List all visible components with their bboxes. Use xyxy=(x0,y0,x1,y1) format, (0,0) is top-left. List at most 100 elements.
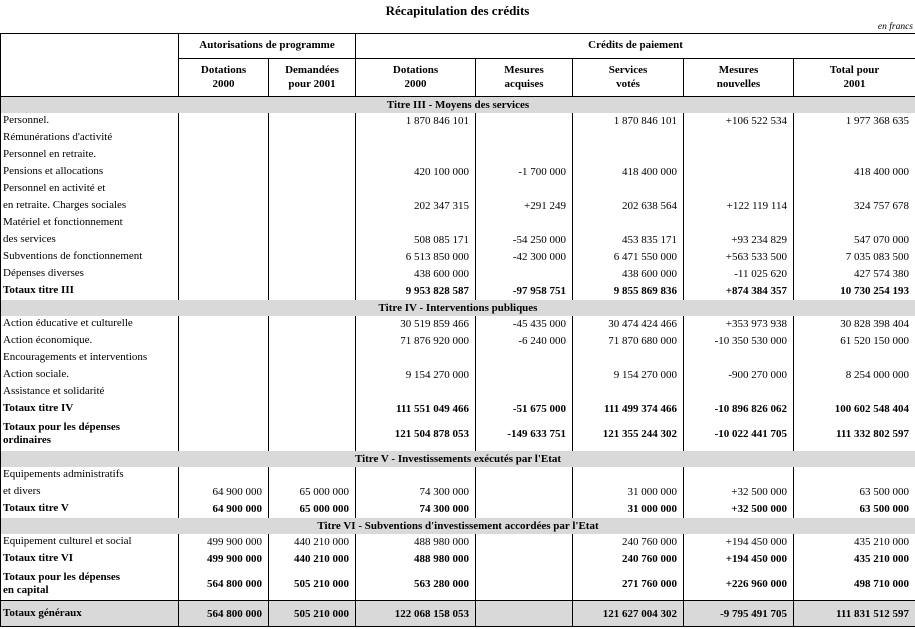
amount-cell xyxy=(475,129,573,147)
row-label: Personnel. xyxy=(3,114,50,127)
column-header: Dotations 2000 xyxy=(178,58,269,97)
amount-cell: 488 980 000 xyxy=(355,533,476,551)
amount-cell xyxy=(475,600,573,627)
document-title: Récapitulation des crédits xyxy=(385,3,530,18)
row-label: Equipement culturel et social xyxy=(3,535,132,548)
amount-cell xyxy=(178,112,269,130)
amount-cell: 6 471 550 000 xyxy=(572,248,684,266)
amount-cell: -10 022 441 705 xyxy=(683,417,794,451)
table-row: Personnel en retraite. xyxy=(1,146,915,164)
amount-cell xyxy=(178,349,269,367)
row-label: Subventions de fonctionnement xyxy=(3,250,143,263)
amount-cell xyxy=(178,180,269,198)
amount-cell: 7 035 083 500 xyxy=(792,248,915,266)
amount-cell: 31 000 000 xyxy=(572,483,684,501)
amount-cell xyxy=(178,265,269,283)
row-label: Encouragements et interventions xyxy=(3,351,148,364)
amount-cell xyxy=(355,180,476,198)
amount-cell: -51 675 000 xyxy=(475,400,573,418)
section-title: Titre IV - Interventions publiques xyxy=(0,299,915,316)
amount-cell: 71 870 680 000 xyxy=(572,332,684,350)
amount-cell: +32 500 000 xyxy=(683,500,794,518)
amount-cell: 111 499 374 466 xyxy=(572,400,684,418)
amount-cell xyxy=(475,533,573,551)
amount-cell: 30 519 859 466 xyxy=(355,315,476,333)
table-body: Titre III - Moyens des services Personnel… xyxy=(0,96,915,627)
amount-cell: 64 900 000 xyxy=(178,500,269,518)
amount-cell: 74 300 000 xyxy=(355,500,476,518)
amount-cell: -10 896 826 062 xyxy=(683,400,794,418)
amount-cell: 74 300 000 xyxy=(355,483,476,501)
column-header: Mesures acquises xyxy=(475,58,573,97)
amount-cell xyxy=(572,349,684,367)
amount-cell xyxy=(178,332,269,350)
amount-cell xyxy=(792,466,915,484)
amount-cell xyxy=(475,265,573,283)
amount-cell: 121 504 878 053 xyxy=(355,417,476,451)
amount-cell: 438 600 000 xyxy=(572,265,684,283)
amount-cell: 547 070 000 xyxy=(792,231,915,249)
group-header-autorisations-de-programme: Autorisations de programme xyxy=(178,33,356,59)
amount-cell xyxy=(792,129,915,147)
amount-cell xyxy=(683,383,794,401)
amount-cell: 6 513 850 000 xyxy=(355,248,476,266)
amount-cell: 9 154 270 000 xyxy=(355,366,476,384)
amount-cell xyxy=(178,282,269,300)
amount-cell: 427 574 380 xyxy=(792,265,915,283)
amount-cell: 100 602 548 404 xyxy=(792,400,915,418)
amount-cell: 418 400 000 xyxy=(792,163,915,181)
amount-cell: 1 870 846 101 xyxy=(572,112,684,130)
amount-cell xyxy=(475,214,573,232)
amount-cell xyxy=(572,214,684,232)
amount-cell: +353 973 938 xyxy=(683,315,794,333)
amount-cell: +106 522 534 xyxy=(683,112,794,130)
table-row: Totaux pour les dépenses en capital 564 8… xyxy=(1,567,915,601)
column-header: Total pour 2001 xyxy=(792,58,915,97)
amount-cell xyxy=(792,383,915,401)
column-header-row: Dotations 2000 Demandées pour 2001 Dotatio… xyxy=(1,58,915,97)
group-header-row: Autorisations de programme Crédits de pa… xyxy=(0,33,915,97)
amount-cell xyxy=(268,214,356,232)
amount-cell xyxy=(178,400,269,418)
amount-cell: 563 280 000 xyxy=(355,567,476,601)
amount-cell xyxy=(268,248,356,266)
table-row: Equipements administratifs xyxy=(1,466,915,484)
table-row: Equipement culturel et social 499 900 000… xyxy=(1,533,915,551)
table-row: des services 508 085 171 -54 250 000 453 83… xyxy=(1,231,915,249)
amount-cell: -6 240 000 xyxy=(475,332,573,350)
amount-cell xyxy=(683,146,794,164)
amount-cell: +32 500 000 xyxy=(683,483,794,501)
table-row: Subventions de fonctionnement 6 513 850 0… xyxy=(1,248,915,266)
column-header: Services votés xyxy=(572,58,684,97)
amount-cell: 440 210 000 xyxy=(268,533,356,551)
row-label: Rémunérations d'activité xyxy=(3,131,113,144)
credits-table: Autorisations de programme Crédits de pa… xyxy=(0,33,915,627)
amount-cell: 420 100 000 xyxy=(355,163,476,181)
amount-cell xyxy=(178,248,269,266)
amount-cell xyxy=(268,197,356,215)
amount-cell: 564 800 000 xyxy=(178,600,269,627)
amount-cell: 30 474 424 466 xyxy=(572,315,684,333)
row-label: Totaux pour les dépenses ordinaires xyxy=(3,420,121,446)
amount-cell xyxy=(268,466,356,484)
amount-cell: -45 435 000 xyxy=(475,315,573,333)
amount-cell xyxy=(268,112,356,130)
amount-cell xyxy=(475,500,573,518)
amount-cell xyxy=(475,112,573,130)
amount-cell: 9 855 869 836 xyxy=(572,282,684,300)
amount-cell xyxy=(355,146,476,164)
amount-cell xyxy=(683,180,794,198)
table-row: Action sociale. 9 154 270 000 9 154 270 00… xyxy=(1,366,915,384)
table-row: Matériel et fonctionnement xyxy=(1,214,915,232)
amount-cell: 240 760 000 xyxy=(572,533,684,551)
row-label: Dépenses diverses xyxy=(3,267,84,280)
amount-cell xyxy=(475,180,573,198)
amount-cell xyxy=(355,129,476,147)
row-label: Matériel et fonctionnement xyxy=(3,216,123,229)
amount-cell xyxy=(268,129,356,147)
amount-cell: +194 450 000 xyxy=(683,550,794,568)
amount-cell: 505 210 000 xyxy=(268,567,356,601)
amount-cell xyxy=(683,129,794,147)
amount-cell xyxy=(792,214,915,232)
section-title: Titre III - Moyens des services xyxy=(0,96,915,113)
